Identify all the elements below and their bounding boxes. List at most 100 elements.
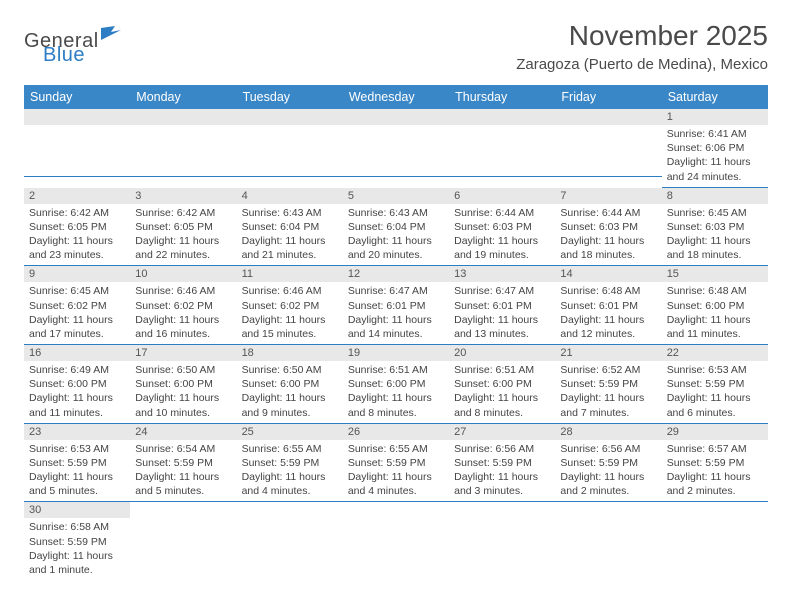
sunrise-text: Sunrise: 6:54 AM (135, 442, 231, 456)
calendar-week-row: 23Sunrise: 6:53 AMSunset: 5:59 PMDayligh… (24, 424, 768, 503)
day-body: Sunrise: 6:42 AMSunset: 6:05 PMDaylight:… (24, 204, 130, 267)
sunset-text: Sunset: 6:01 PM (560, 299, 656, 313)
sunset-text: Sunset: 6:04 PM (242, 220, 338, 234)
day-number: 22 (662, 345, 768, 361)
sunset-text: Sunset: 6:01 PM (348, 299, 444, 313)
day-body: Sunrise: 6:44 AMSunset: 6:03 PMDaylight:… (449, 204, 555, 267)
day-number-empty (237, 109, 343, 125)
weekday-header: Saturday (662, 85, 768, 109)
day-number: 17 (130, 345, 236, 361)
day-body: Sunrise: 6:46 AMSunset: 6:02 PMDaylight:… (130, 282, 236, 345)
daylight-text: Daylight: 11 hours and 22 minutes. (135, 234, 231, 262)
day-body: Sunrise: 6:56 AMSunset: 5:59 PMDaylight:… (449, 440, 555, 503)
day-number: 14 (555, 266, 661, 282)
day-number: 29 (662, 424, 768, 440)
location: Zaragoza (Puerto de Medina), Mexico (516, 56, 768, 73)
day-body: Sunrise: 6:43 AMSunset: 6:04 PMDaylight:… (237, 204, 343, 267)
day-body: Sunrise: 6:55 AMSunset: 5:59 PMDaylight:… (343, 440, 449, 503)
sunset-text: Sunset: 6:01 PM (454, 299, 550, 313)
calendar-cell: 19Sunrise: 6:51 AMSunset: 6:00 PMDayligh… (343, 345, 449, 424)
sunset-text: Sunset: 5:59 PM (242, 456, 338, 470)
sunrise-text: Sunrise: 6:56 AM (560, 442, 656, 456)
calendar-cell-empty (24, 109, 130, 188)
daylight-text: Daylight: 11 hours and 3 minutes. (454, 470, 550, 498)
calendar-cell: 26Sunrise: 6:55 AMSunset: 5:59 PMDayligh… (343, 424, 449, 503)
sunset-text: Sunset: 5:59 PM (348, 456, 444, 470)
calendar-cell: 29Sunrise: 6:57 AMSunset: 5:59 PMDayligh… (662, 424, 768, 503)
calendar-cell: 2Sunrise: 6:42 AMSunset: 6:05 PMDaylight… (24, 188, 130, 267)
month-title: November 2025 (516, 20, 768, 52)
sunrise-text: Sunrise: 6:46 AM (242, 284, 338, 298)
day-body: Sunrise: 6:57 AMSunset: 5:59 PMDaylight:… (662, 440, 768, 503)
day-number: 8 (662, 188, 768, 204)
day-body: Sunrise: 6:45 AMSunset: 6:03 PMDaylight:… (662, 204, 768, 267)
sunrise-text: Sunrise: 6:55 AM (348, 442, 444, 456)
calendar-week-row: 9Sunrise: 6:45 AMSunset: 6:02 PMDaylight… (24, 266, 768, 345)
day-number: 30 (24, 502, 130, 518)
day-number-empty (343, 109, 449, 125)
daylight-text: Daylight: 11 hours and 8 minutes. (454, 391, 550, 419)
calendar-week-row: 1Sunrise: 6:41 AMSunset: 6:06 PMDaylight… (24, 109, 768, 188)
calendar-table: SundayMondayTuesdayWednesdayThursdayFrid… (24, 85, 768, 580)
calendar-cell-empty (449, 502, 555, 580)
day-number: 23 (24, 424, 130, 440)
calendar-cell: 8Sunrise: 6:45 AMSunset: 6:03 PMDaylight… (662, 188, 768, 267)
day-number: 13 (449, 266, 555, 282)
calendar-cell: 13Sunrise: 6:47 AMSunset: 6:01 PMDayligh… (449, 266, 555, 345)
day-number: 7 (555, 188, 661, 204)
sunrise-text: Sunrise: 6:47 AM (348, 284, 444, 298)
calendar-cell: 3Sunrise: 6:42 AMSunset: 6:05 PMDaylight… (130, 188, 236, 267)
sunrise-text: Sunrise: 6:50 AM (135, 363, 231, 377)
calendar-cell-empty (130, 109, 236, 188)
sunrise-text: Sunrise: 6:45 AM (29, 284, 125, 298)
day-number-empty (662, 502, 768, 518)
calendar-body: 1Sunrise: 6:41 AMSunset: 6:06 PMDaylight… (24, 109, 768, 580)
calendar-cell: 6Sunrise: 6:44 AMSunset: 6:03 PMDaylight… (449, 188, 555, 267)
sunrise-text: Sunrise: 6:53 AM (29, 442, 125, 456)
day-number: 5 (343, 188, 449, 204)
day-number: 28 (555, 424, 661, 440)
sunrise-text: Sunrise: 6:58 AM (29, 520, 125, 534)
daylight-text: Daylight: 11 hours and 15 minutes. (242, 313, 338, 341)
sunset-text: Sunset: 6:06 PM (667, 141, 763, 155)
day-number: 25 (237, 424, 343, 440)
calendar-cell: 17Sunrise: 6:50 AMSunset: 6:00 PMDayligh… (130, 345, 236, 424)
sunset-text: Sunset: 6:00 PM (135, 377, 231, 391)
sunset-text: Sunset: 6:00 PM (667, 299, 763, 313)
sunrise-text: Sunrise: 6:43 AM (348, 206, 444, 220)
day-body-empty (24, 125, 130, 177)
sunrise-text: Sunrise: 6:55 AM (242, 442, 338, 456)
daylight-text: Daylight: 11 hours and 20 minutes. (348, 234, 444, 262)
sunset-text: Sunset: 5:59 PM (29, 456, 125, 470)
logo-text-blue: Blue (43, 44, 85, 66)
sunset-text: Sunset: 6:02 PM (29, 299, 125, 313)
calendar-cell: 11Sunrise: 6:46 AMSunset: 6:02 PMDayligh… (237, 266, 343, 345)
daylight-text: Daylight: 11 hours and 8 minutes. (348, 391, 444, 419)
sunset-text: Sunset: 6:00 PM (242, 377, 338, 391)
daylight-text: Daylight: 11 hours and 9 minutes. (242, 391, 338, 419)
day-body-empty (130, 518, 236, 570)
sunset-text: Sunset: 5:59 PM (560, 456, 656, 470)
sunset-text: Sunset: 6:02 PM (242, 299, 338, 313)
calendar-cell: 7Sunrise: 6:44 AMSunset: 6:03 PMDaylight… (555, 188, 661, 267)
daylight-text: Daylight: 11 hours and 18 minutes. (667, 234, 763, 262)
sunset-text: Sunset: 6:02 PM (135, 299, 231, 313)
calendar-cell: 30Sunrise: 6:58 AMSunset: 5:59 PMDayligh… (24, 502, 130, 580)
day-body: Sunrise: 6:48 AMSunset: 6:01 PMDaylight:… (555, 282, 661, 345)
calendar-cell: 9Sunrise: 6:45 AMSunset: 6:02 PMDaylight… (24, 266, 130, 345)
sunrise-text: Sunrise: 6:51 AM (348, 363, 444, 377)
daylight-text: Daylight: 11 hours and 13 minutes. (454, 313, 550, 341)
day-body: Sunrise: 6:52 AMSunset: 5:59 PMDaylight:… (555, 361, 661, 424)
day-body: Sunrise: 6:46 AMSunset: 6:02 PMDaylight:… (237, 282, 343, 345)
sunset-text: Sunset: 6:03 PM (560, 220, 656, 234)
sunrise-text: Sunrise: 6:49 AM (29, 363, 125, 377)
day-body: Sunrise: 6:42 AMSunset: 6:05 PMDaylight:… (130, 204, 236, 267)
sunrise-text: Sunrise: 6:52 AM (560, 363, 656, 377)
sunset-text: Sunset: 6:05 PM (135, 220, 231, 234)
sunrise-text: Sunrise: 6:51 AM (454, 363, 550, 377)
day-number-empty (449, 109, 555, 125)
sunrise-text: Sunrise: 6:48 AM (667, 284, 763, 298)
weekday-header: Wednesday (343, 85, 449, 109)
day-body: Sunrise: 6:47 AMSunset: 6:01 PMDaylight:… (343, 282, 449, 345)
day-number-empty (449, 502, 555, 518)
